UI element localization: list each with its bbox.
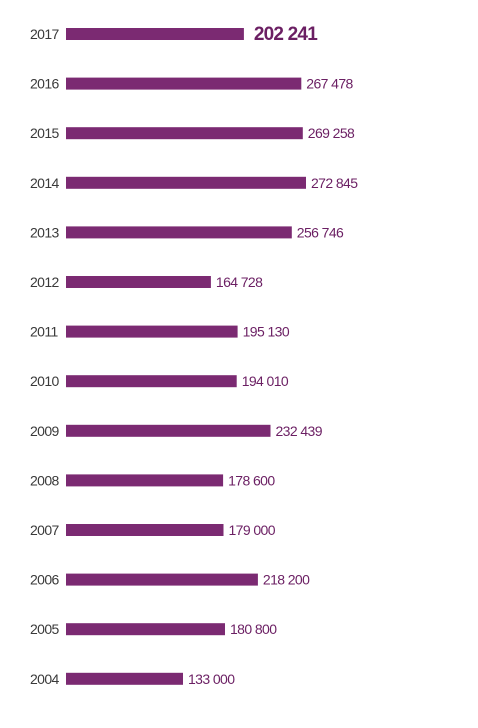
bar-2015 bbox=[66, 127, 303, 140]
bar-2005 bbox=[66, 623, 225, 636]
value-label: 269 258 bbox=[308, 125, 355, 141]
bar-2008 bbox=[66, 474, 224, 487]
value-label: 180 800 bbox=[230, 621, 277, 637]
year-label: 2005 bbox=[30, 621, 60, 637]
value-label: 256 746 bbox=[297, 224, 344, 240]
value-label: 178 600 bbox=[228, 472, 275, 488]
value-label: 267 478 bbox=[306, 76, 353, 92]
bar-2009 bbox=[66, 424, 271, 437]
year-label: 2004 bbox=[30, 671, 60, 687]
value-label: 179 000 bbox=[229, 522, 276, 538]
year-label: 2017 bbox=[30, 26, 60, 42]
bar-2010 bbox=[66, 375, 237, 388]
year-label: 2009 bbox=[30, 423, 60, 439]
value-label: 164 728 bbox=[216, 274, 263, 290]
year-label: 2014 bbox=[30, 175, 60, 191]
year-label: 2007 bbox=[30, 522, 60, 538]
value-label: 133 000 bbox=[188, 671, 235, 687]
value-label: 202 241 bbox=[254, 24, 318, 45]
value-label: 232 439 bbox=[276, 423, 323, 439]
year-label: 2006 bbox=[30, 572, 60, 588]
year-label: 2012 bbox=[30, 274, 60, 290]
year-label: 2015 bbox=[30, 125, 60, 141]
year-label: 2008 bbox=[30, 472, 60, 488]
bar-2011 bbox=[66, 325, 238, 338]
bar-2007 bbox=[66, 524, 224, 536]
value-label: 194 010 bbox=[242, 373, 289, 389]
bar-2006 bbox=[66, 573, 258, 586]
bar-2017 bbox=[66, 28, 244, 40]
year-label: 2010 bbox=[30, 373, 60, 389]
value-label: 195 130 bbox=[243, 324, 290, 340]
year-label: 2016 bbox=[30, 76, 60, 92]
year-label: 2013 bbox=[30, 224, 60, 240]
bar-2013 bbox=[66, 226, 292, 239]
value-label: 272 845 bbox=[311, 175, 358, 191]
bar-2014 bbox=[66, 176, 306, 189]
bar-2004 bbox=[66, 672, 183, 685]
bar-2016 bbox=[66, 77, 302, 90]
year-label: 2011 bbox=[30, 324, 59, 340]
bar-2012 bbox=[66, 276, 211, 288]
value-label: 218 200 bbox=[263, 572, 310, 588]
